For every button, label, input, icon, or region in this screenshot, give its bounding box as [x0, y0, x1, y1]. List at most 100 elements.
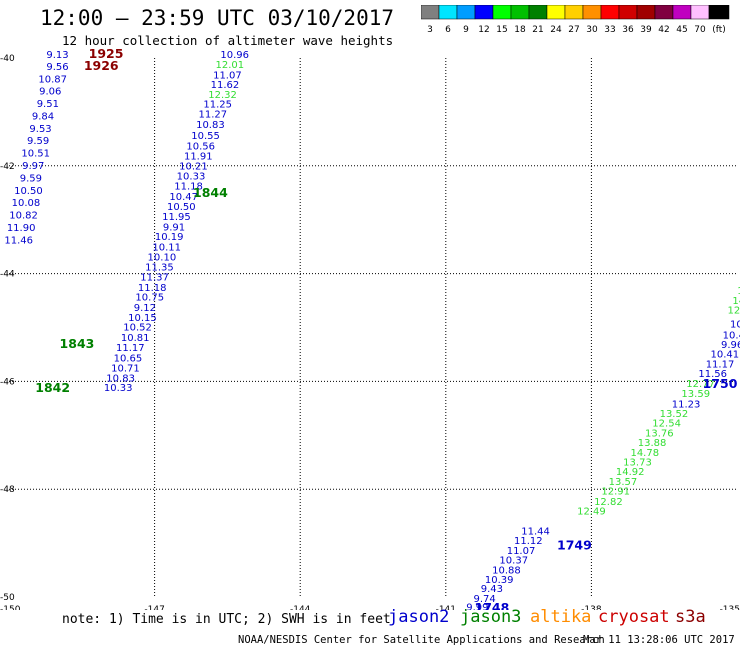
wave-height-value: 9.59: [27, 136, 49, 147]
wave-height-value: 13.57: [609, 477, 638, 488]
footer-credit: NOAA/NESDIS Center for Satellite Applica…: [238, 634, 605, 646]
wave-height-value: 14.78: [630, 448, 659, 459]
wave-height-value: 10.75: [135, 293, 164, 304]
pass-time-label: 1843: [60, 336, 95, 351]
wave-height-value: 12.54: [652, 419, 681, 430]
lon-tick-label: -138: [581, 605, 602, 610]
wave-height-value: 10.71: [111, 364, 140, 375]
wave-height-value: 12.77: [686, 379, 715, 390]
lon-tick-label: -147: [144, 605, 164, 610]
lon-tick-label: -144: [290, 605, 311, 610]
wave-height-value: 10.80: [730, 320, 740, 331]
lon-tick-label: -150: [0, 605, 21, 610]
wave-height-value: 12.83: [728, 305, 740, 316]
footer-timestamp: Mar 11 13:28:06 UTC 2017: [583, 634, 735, 646]
wave-height-value: 9.74: [473, 594, 495, 605]
wave-height-map: -150 -147 -144 -141 -138 -135 -40 -42 -44 -46 -48 -…: [0, 46, 740, 610]
legend-label: 30: [586, 25, 598, 35]
lon-tick-label: -141: [436, 605, 456, 610]
legend-label: (ft): [712, 25, 726, 35]
wave-height-value: 9.99: [466, 602, 488, 610]
wave-height-value: 10.83: [106, 373, 135, 384]
wave-height-value: 13.76: [645, 428, 674, 439]
wave-height-value: 9.91: [163, 222, 185, 233]
wave-height-value: 11.25: [203, 100, 232, 111]
wave-height-value: 10.52: [123, 323, 152, 334]
wave-height-value: 10.87: [38, 74, 67, 85]
legend-label: 33: [604, 25, 615, 35]
page-subtitle: 12 hour collection of altimeter wave hei…: [62, 33, 394, 48]
legend-label: 36: [622, 25, 634, 35]
wave-height-value: 11.18: [174, 182, 203, 193]
legend-label: 15: [496, 25, 507, 35]
wave-height-value: 10.47: [169, 192, 198, 203]
wave-height-value: 11.07: [213, 70, 242, 81]
legend-label: 9: [463, 25, 469, 35]
lat-tick-label: -42: [0, 162, 15, 172]
wave-height-value: 11.46: [4, 235, 33, 246]
wave-height-value: 11.18: [138, 283, 167, 294]
page-title: 12:00 – 23:59 UTC 03/10/2017: [40, 6, 395, 30]
wave-height-value: 11.62: [211, 80, 240, 91]
wave-height-value: 10.11: [152, 242, 181, 253]
legend-label: 12: [478, 25, 489, 35]
pass-time-label: 1842: [35, 380, 70, 395]
wave-height-value: 10.50: [167, 202, 196, 213]
wave-height-value: 13.52: [660, 409, 689, 420]
lat-tick-label: -46: [0, 377, 15, 387]
wave-height-value: 13.59: [681, 389, 710, 400]
legend-jason3: jason3: [460, 607, 522, 627]
wave-height-value: 10.56: [186, 142, 215, 153]
wave-height-value: 11.37: [140, 273, 169, 284]
units-note: note: 1) Time is in UTC; 2) SWH is in fe…: [62, 612, 391, 627]
wave-height-value: 13.73: [623, 457, 652, 468]
wave-height-value: 10.19: [155, 232, 184, 243]
lat-tick-label: -50: [0, 593, 15, 603]
wave-height-value: 10.50: [14, 186, 43, 197]
wave-height-value: 10.81: [121, 333, 150, 344]
wave-height-value: 10.83: [196, 120, 225, 131]
wave-height-value: 9.96: [721, 340, 740, 351]
lat-tick-label: -48: [0, 485, 15, 495]
wave-height-value: 11.17: [116, 343, 145, 354]
pass-time-label: 1926: [84, 58, 119, 73]
wave-height-value: 12.01: [216, 60, 245, 71]
wave-height-value: 9.12: [134, 303, 156, 314]
wave-height-value: 11.44: [521, 526, 550, 537]
wave-height-value: 10.51: [21, 149, 50, 160]
wave-height-value: 11.56: [698, 369, 727, 380]
wave-height-value: 11.35: [145, 262, 174, 273]
pass-time-label: 1748: [475, 600, 510, 610]
wave-height-value: 10.88: [492, 565, 521, 576]
lon-tick-label: -135: [720, 605, 740, 610]
wave-height-value: 10.33: [177, 171, 206, 182]
wave-height-value: 9.56: [46, 62, 68, 73]
wave-height-value: 14.10: [732, 296, 740, 307]
wave-height-value: 9.59: [20, 173, 42, 184]
wave-height-value: 10.55: [191, 131, 220, 142]
wave-height-value: 11.95: [162, 212, 191, 223]
wave-height-value: 10.33: [104, 383, 133, 394]
legend-label: 45: [676, 25, 687, 35]
lat-tick-label: -44: [0, 270, 15, 280]
wave-height-value: 10.08: [12, 198, 41, 209]
wave-height-value: 10.41: [711, 350, 740, 361]
legend-jason2: jason2: [388, 607, 450, 627]
legend-cryosat: cryosat: [598, 607, 670, 627]
wave-height-value: 9.43: [481, 584, 503, 595]
wave-height-value: 12.82: [594, 497, 623, 508]
wave-height-value: 10.10: [148, 253, 177, 264]
pass-time-label: 1750: [703, 376, 738, 391]
wave-height-value: 9.53: [29, 124, 51, 135]
wave-height-value: 13.88: [638, 438, 667, 449]
wave-height-value: 9.97: [22, 161, 44, 172]
wave-height-value: 11.23: [672, 399, 701, 410]
wave-height-value: 10.42: [723, 330, 740, 341]
wave-height-value: 14.92: [616, 467, 645, 478]
wave-height-value: 10.39: [485, 575, 514, 586]
lat-tick-label: -40: [0, 54, 15, 64]
wave-height-value: 11.07: [507, 546, 536, 557]
wave-height-value: 12.49: [577, 507, 606, 518]
wave-height-value: 10.37: [499, 556, 528, 567]
legend-label: 42: [658, 25, 669, 35]
